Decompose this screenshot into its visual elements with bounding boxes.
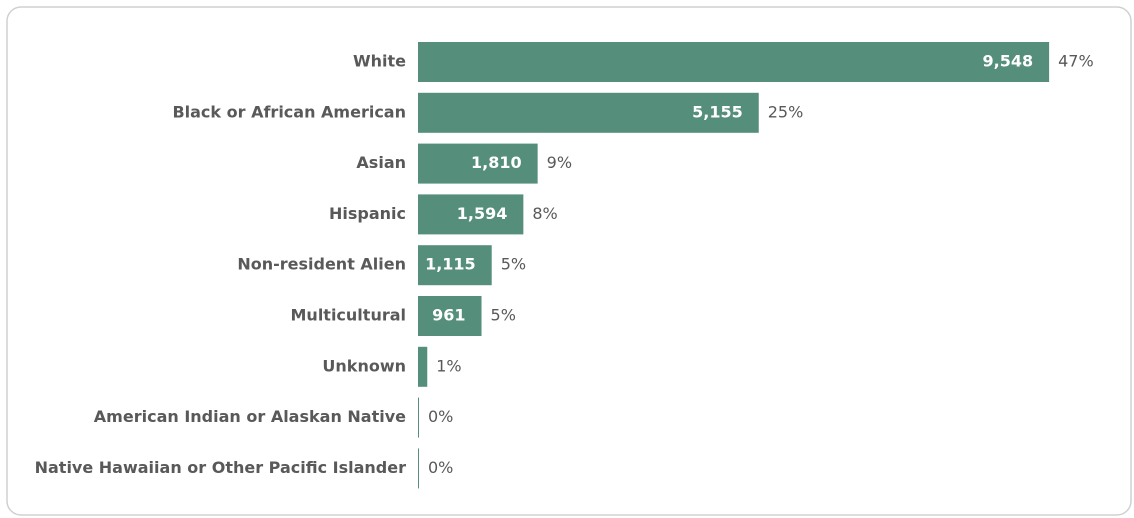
share-label: 9% xyxy=(547,153,572,172)
value-label: 9,548 xyxy=(983,52,1034,71)
value-label: 961 xyxy=(432,306,465,325)
share-label: 25% xyxy=(768,102,804,121)
category-label: Hispanic xyxy=(329,204,406,223)
share-label: 0% xyxy=(428,458,453,477)
category-label: White xyxy=(353,52,406,71)
category-label: Black or African American xyxy=(172,102,406,121)
bar xyxy=(418,448,419,489)
bar xyxy=(418,92,759,133)
category-label: Asian xyxy=(356,153,406,172)
bar xyxy=(418,346,428,387)
share-label: 5% xyxy=(491,306,516,325)
value-label: 1,594 xyxy=(457,204,508,223)
bar xyxy=(418,397,419,438)
share-label: 8% xyxy=(532,204,557,223)
card xyxy=(6,6,1132,516)
category-label: Unknown xyxy=(322,356,406,375)
value-label: 1,115 xyxy=(425,255,476,274)
bar xyxy=(418,194,524,235)
bar xyxy=(418,245,492,286)
bar xyxy=(418,296,482,336)
category-label: Multicultural xyxy=(291,306,407,325)
value-label: 5,155 xyxy=(692,102,743,121)
value-label: 1,810 xyxy=(471,153,522,172)
bar xyxy=(418,42,1050,82)
category-label: Non-resident Alien xyxy=(237,255,406,274)
category-label: American Indian or Alaskan Native xyxy=(94,407,406,426)
share-label: 0% xyxy=(428,407,453,426)
bar xyxy=(418,143,538,184)
share-label: 1% xyxy=(436,356,461,375)
share-label: 47% xyxy=(1058,52,1094,71)
share-label: 5% xyxy=(501,255,526,274)
category-label: Native Hawaiian or Other Pacific Islande… xyxy=(35,458,407,477)
